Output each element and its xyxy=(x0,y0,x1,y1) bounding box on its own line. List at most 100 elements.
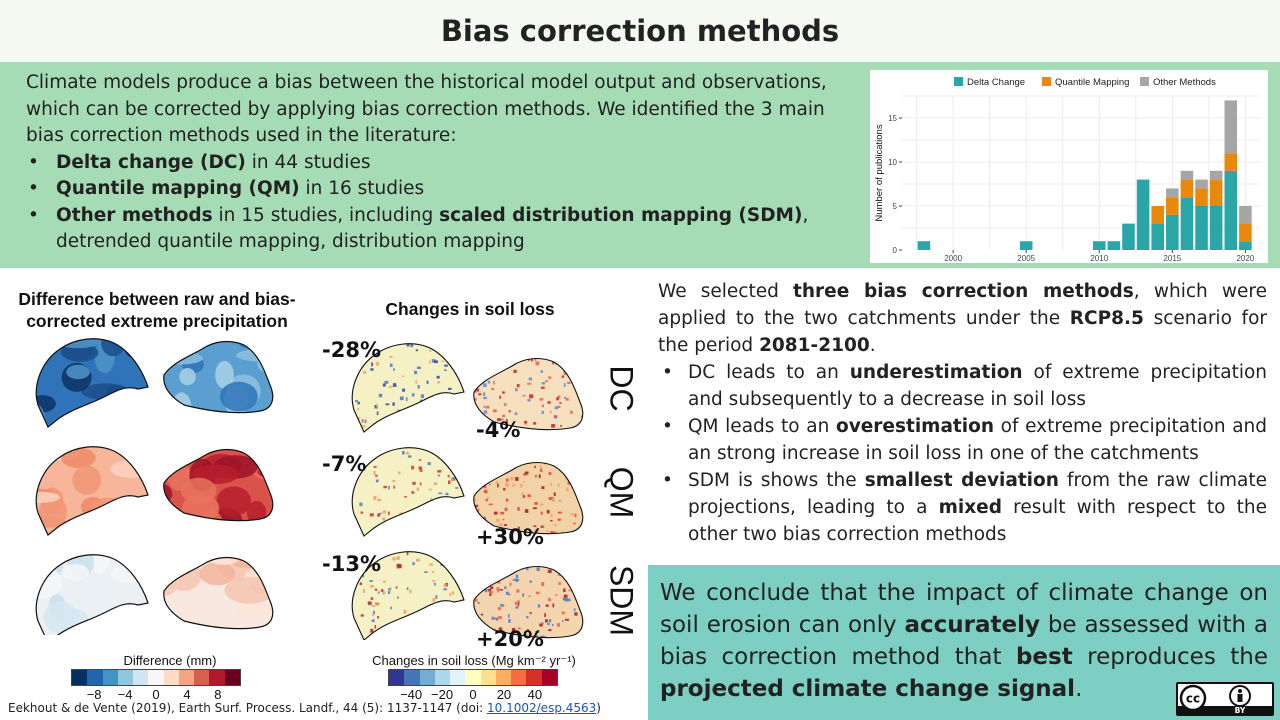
publications-chart: 0 5 10 15 2000 2005 2010 2015 2020 Number of publ… xyxy=(870,70,1268,263)
bar-other-2018 xyxy=(1209,170,1223,180)
citation-text: Eekhout & de Vente (2019), Earth Surf. P… xyxy=(8,701,488,715)
result-text: SDM is shows the xyxy=(688,470,865,491)
bar-dc-2013 xyxy=(1136,179,1150,250)
bar-qm-2020 xyxy=(1239,223,1252,242)
legend-color-cell xyxy=(465,670,481,685)
precip-maps xyxy=(35,338,274,635)
result-text: from the raw climate projections, leadin… xyxy=(688,470,1267,518)
y-tick-label: 5 xyxy=(893,202,898,211)
list-item: SDM is shows the smallest deviation from… xyxy=(658,467,1267,548)
pct-sdm-a: -13% xyxy=(322,552,381,576)
legend-color-cell xyxy=(194,670,210,685)
method-others: , detrended quantile mapping, distributi… xyxy=(56,204,809,253)
legend-tick-label: 40 xyxy=(527,687,543,702)
bar-other-2019 xyxy=(1224,100,1238,154)
result-bold: smallest deviation xyxy=(864,470,1059,491)
conclusion-text: We conclude that the impact of climate c… xyxy=(660,577,1268,705)
results-intro-part: We selected xyxy=(658,281,794,302)
result-bold: overestimation xyxy=(835,416,994,437)
legend-color-cell xyxy=(541,670,557,685)
bar-dc-2015 xyxy=(1166,214,1179,250)
soil-ticks: −40 −20 0 20 40 xyxy=(388,687,558,703)
bar-dc-2012 xyxy=(1122,223,1135,250)
cc-letters: cc xyxy=(1186,692,1200,706)
result-text: DC leads to an xyxy=(688,362,850,383)
bar-dc-2017 xyxy=(1195,206,1208,250)
bar-dc-2011 xyxy=(1107,241,1121,250)
legend-swatch xyxy=(954,77,963,86)
bar-other-2017 xyxy=(1195,179,1208,189)
legend-color-cell xyxy=(404,670,420,685)
method-label-qm: QM xyxy=(603,466,640,519)
bar-dc-2010 xyxy=(1092,241,1106,250)
results-intro-bold: 2081-2100 xyxy=(759,335,870,356)
results-intro-bold: RCP8.5 xyxy=(1069,308,1144,329)
precip-colorbar xyxy=(71,669,241,686)
legend-color-cell xyxy=(450,670,466,685)
legend-tick-label: −20 xyxy=(431,687,454,702)
legend-color-cell xyxy=(526,670,542,685)
citation: Eekhout & de Vente (2019), Earth Surf. P… xyxy=(8,701,601,715)
pct-dc-b: -4% xyxy=(476,418,521,442)
bar-qm-2018 xyxy=(1209,179,1223,206)
soil-heading: Changes in soil loss xyxy=(385,299,555,319)
cc-by-icon: cc BY xyxy=(1178,684,1272,715)
x-tick-label: 2005 xyxy=(1017,254,1035,263)
result-text: of extreme precipitation and subsequentl… xyxy=(688,362,1268,410)
catchment-outline xyxy=(351,551,465,640)
citation-close: ) xyxy=(596,701,601,715)
conclusion-bold: best xyxy=(1015,644,1073,670)
catchment-outline xyxy=(473,565,584,639)
bar-dc-2020 xyxy=(1239,241,1252,250)
precip-map-qm-b xyxy=(163,449,273,521)
catchment-outline xyxy=(473,461,584,535)
legend-color-cell xyxy=(480,670,496,685)
method-count: in 15 studies, including xyxy=(212,204,440,226)
legend-color-cell xyxy=(389,670,405,685)
legend-color-cell xyxy=(87,670,103,685)
y-tick-label: 15 xyxy=(888,114,897,123)
legend-tick-label: −8 xyxy=(86,687,102,702)
results-intro-part: . xyxy=(869,335,876,356)
catchment-outline xyxy=(35,338,149,428)
catchment-outline xyxy=(163,448,274,522)
conclusion-bold: projected climate change signal xyxy=(660,676,1076,702)
title-bar: Bias correction methods xyxy=(0,0,1280,62)
bar-qm-2019 xyxy=(1224,153,1238,171)
bar-qm-2016 xyxy=(1180,179,1194,198)
method-count: in 44 studies xyxy=(245,151,371,173)
method-label-sdm: SDM xyxy=(603,564,640,637)
methods-list: Delta change (DC) in 44 studies Quantile… xyxy=(26,150,856,256)
result-bold: mixed xyxy=(938,497,1002,518)
legend-color-cell xyxy=(148,670,164,685)
x-tick-label: 2020 xyxy=(1236,254,1254,263)
list-item: Delta change (DC) in 44 studies xyxy=(26,150,856,177)
legend-tick-label: 20 xyxy=(496,687,512,702)
list-item: QM leads to an overestimation of extreme… xyxy=(658,413,1267,467)
bar-dc-2014 xyxy=(1151,223,1164,250)
doi-link[interactable]: 10.1002/esp.4563 xyxy=(487,701,597,715)
legend-tick-label: 4 xyxy=(183,687,191,702)
publications-chart-svg: 0 5 10 15 2000 2005 2010 2015 2020 Number of publ… xyxy=(874,77,1260,263)
y-axis-label: Number of publications xyxy=(874,124,885,221)
x-tick-label: 2000 xyxy=(944,254,962,263)
conclusion-panel: We conclude that the impact of climate c… xyxy=(648,565,1280,720)
page-title: Bias correction methods xyxy=(440,14,840,48)
precip-map-dc-b xyxy=(163,341,273,413)
soil-colorbar xyxy=(388,669,558,686)
result-text: result with respect to the other two bia… xyxy=(688,497,1267,545)
conclusion-part: be assessed with a bias correction metho… xyxy=(660,612,1268,670)
legend-label: Quantile Mapping xyxy=(1055,77,1129,88)
pct-qm-b: +30% xyxy=(476,525,544,549)
conclusion-part: We conclude that the impact of climate c… xyxy=(660,580,1268,638)
bar-dc-2019 xyxy=(1224,170,1238,250)
catchment-outline xyxy=(351,447,465,537)
legend-tick-label: 0 xyxy=(469,687,477,702)
precip-ticks: −8 −4 0 4 8 xyxy=(71,687,241,703)
pct-dc-a: -28% xyxy=(322,338,381,362)
legend-color-cell xyxy=(178,670,195,685)
precip-legend-title: Difference (mm) xyxy=(123,653,217,668)
cc-by-badge[interactable]: cc BY xyxy=(1176,682,1274,716)
intro-text: Climate models produce a bias between th… xyxy=(26,70,856,256)
x-tick-label: 2015 xyxy=(1163,254,1181,263)
